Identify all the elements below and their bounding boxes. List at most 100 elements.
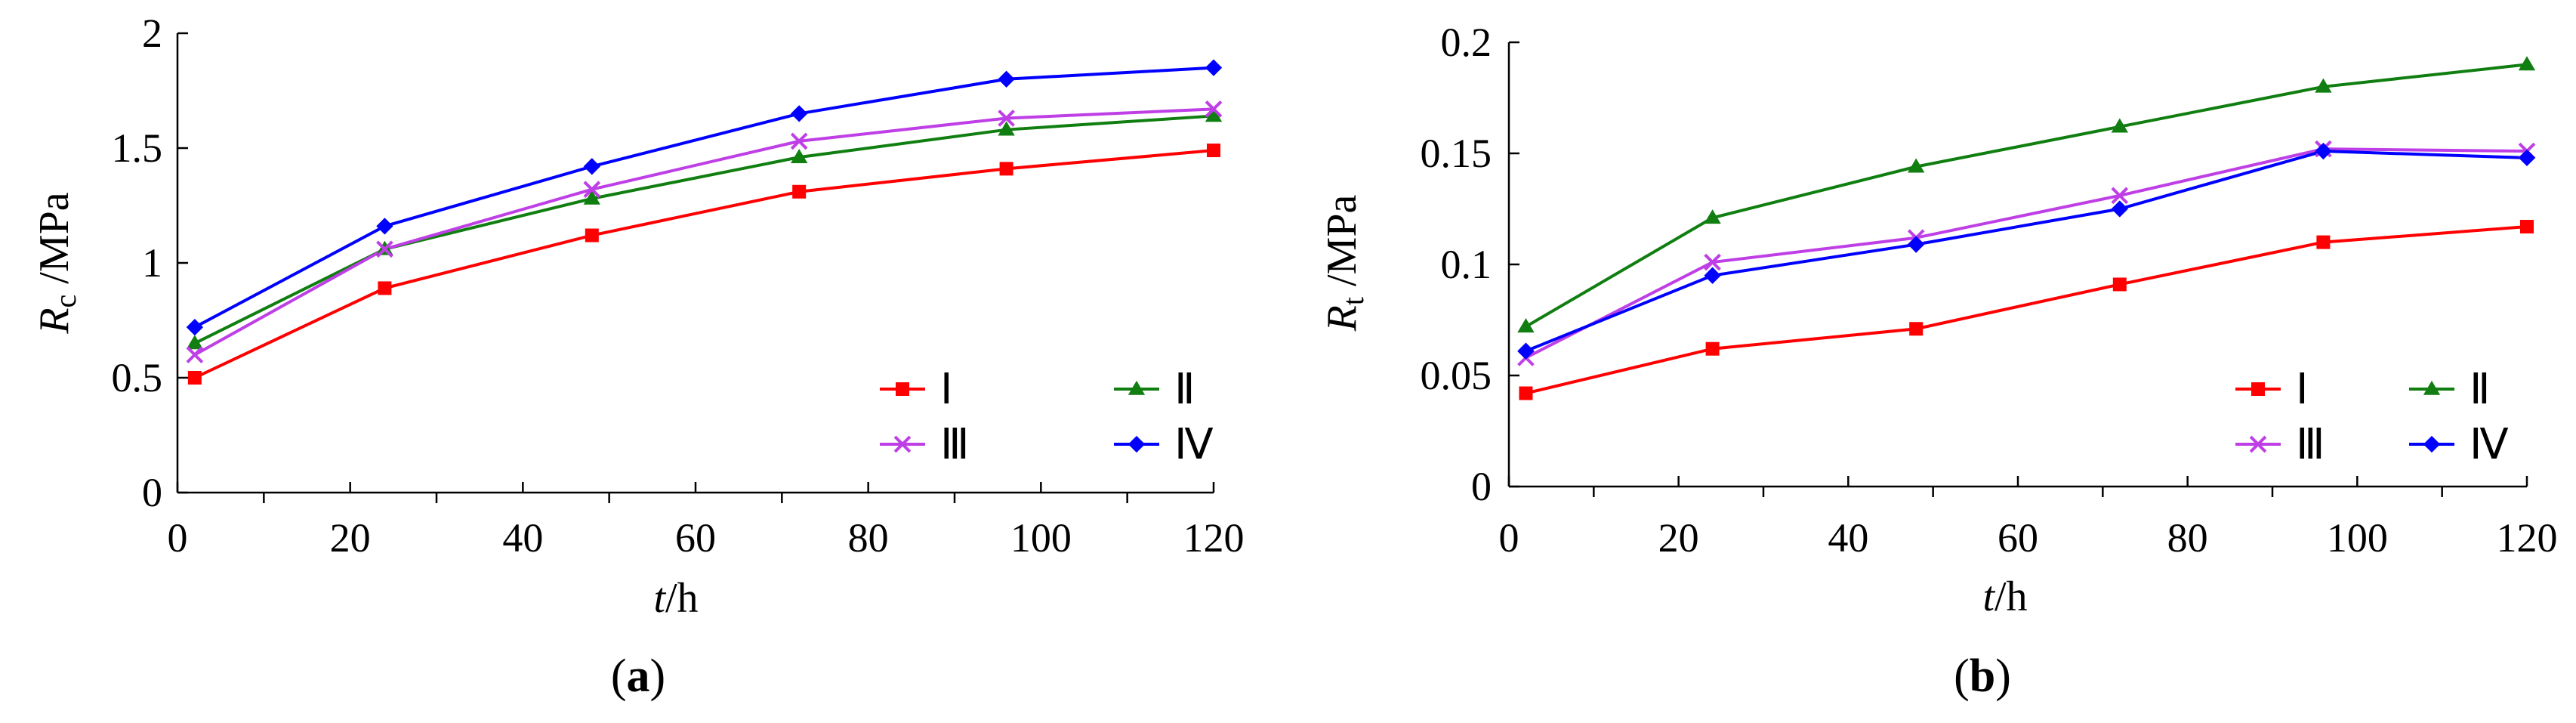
y-axis-title-variable: R (31, 307, 78, 334)
legend-marker-I (2251, 382, 2265, 396)
x-axis-title-variable: t (653, 575, 666, 622)
x-axis-title: t/h (1982, 573, 2027, 620)
legend-item-IV: Ⅳ (2409, 422, 2509, 468)
legend-marker-IV (1128, 435, 1146, 453)
y-tick-label: 2 (142, 11, 162, 56)
data-point-IV (186, 318, 204, 336)
data-point-IV (791, 105, 808, 122)
data-point-I (1909, 322, 1924, 336)
legend-label-II: Ⅱ (2470, 366, 2491, 413)
data-point-IV (376, 218, 393, 235)
y-axis-title-variable: R (1319, 305, 1365, 332)
data-point-III (1704, 253, 1721, 271)
y-axis-title-subscript: t (1336, 297, 1370, 305)
chart-panel-a: 0 20 40 60 80 100 120 0 0.5 1 1.5 2 t/h Rc /MPa Ⅰ Ⅱ Ⅲ Ⅳ (a… (31, 11, 1245, 702)
data-point-I (2316, 235, 2331, 249)
panel-label: (a) (611, 650, 665, 702)
data-point-I (999, 162, 1013, 176)
x-tick-label: 40 (502, 515, 543, 561)
data-point-III (2111, 187, 2129, 205)
legend-item-I: Ⅰ (880, 366, 953, 413)
data-point-I (187, 371, 202, 385)
y-tick-label: 0.05 (1421, 353, 1492, 398)
data-point-II (1517, 318, 1535, 333)
x-tick-label: 80 (848, 515, 889, 561)
legend-label-IV: Ⅳ (2470, 422, 2509, 468)
y-tick-label: 0.15 (1421, 131, 1492, 176)
x-tick-label: 60 (675, 515, 716, 561)
legend-marker-IV (2423, 435, 2441, 453)
panel-label-letter: b (1970, 650, 1995, 702)
y-tick-label: 1 (142, 240, 162, 286)
data-point-III (998, 110, 1015, 127)
data-point-IV (1205, 59, 1223, 76)
series-line-III (193, 107, 1214, 357)
y-axis-title-subscript: c (48, 295, 82, 308)
x-axis-title-unit: /h (665, 575, 699, 622)
data-point-I (378, 281, 392, 295)
x-tick-label: 0 (1499, 515, 1519, 561)
data-point-II (998, 121, 1015, 136)
series-line-IV (1525, 150, 2528, 353)
x-tick-label: 100 (2327, 515, 2388, 561)
y-tick-label: 0.1 (1441, 242, 1492, 287)
data-point-I (2112, 277, 2127, 292)
x-tick-label: 120 (1183, 515, 1245, 561)
data-point-II (791, 149, 808, 163)
data-point-I (2520, 220, 2534, 234)
legend-label-III: Ⅲ (940, 422, 970, 468)
data-point-III (790, 132, 808, 150)
data-point-I (1519, 386, 1533, 400)
data-point-III (186, 346, 204, 363)
data-point-III (376, 240, 393, 258)
data-point-I (1705, 341, 1720, 356)
x-axis-title: t/h (653, 575, 698, 622)
data-point-I (585, 228, 599, 243)
x-axis-title-variable: t (1982, 573, 1995, 620)
x-tick-label: 20 (1658, 515, 1699, 561)
data-point-IV (1908, 236, 1925, 253)
legend-marker-III (893, 435, 912, 453)
series-line-I (1526, 225, 2528, 395)
series-line-III (1525, 147, 2528, 360)
legend-label-III: Ⅲ (2296, 422, 2325, 468)
x-tick-label: 60 (1998, 515, 2038, 561)
legend-label-II: Ⅱ (1174, 366, 1195, 413)
x-axis-title-unit: /h (1994, 573, 2028, 620)
data-point-I (1207, 144, 1220, 158)
y-axis-title: Rt /MPa (1319, 195, 1370, 332)
x-tick-label: 80 (2167, 515, 2208, 561)
data-point-II (186, 335, 204, 350)
series-line-II (193, 114, 1214, 345)
data-point-II (2111, 118, 2128, 133)
y-axis-title-unit: /MPa (31, 192, 78, 294)
y-tick-label: 1.5 (112, 125, 163, 171)
y-tick-label: 0.5 (112, 355, 163, 400)
legend-item-III: Ⅲ (2235, 422, 2325, 468)
data-point-IV (2111, 200, 2128, 218)
legend-item-II: Ⅱ (1114, 366, 1195, 413)
y-axis-title: Rc /MPa (31, 192, 82, 334)
legend-marker-II (1128, 380, 1146, 395)
legend-marker-I (896, 382, 909, 396)
data-point-II (2518, 56, 2536, 71)
legend-marker-II (2423, 380, 2441, 395)
data-point-II (2315, 78, 2332, 93)
data-point-IV (2315, 142, 2332, 160)
legend-item-IV: Ⅳ (1114, 422, 1214, 468)
data-point-III (1205, 100, 1223, 118)
data-point-I (792, 184, 807, 199)
chart-panel-b: 0 20 40 60 80 100 120 0 0.05 0.1 0.15 0.2 t/h Rt /MPa… (1319, 20, 2558, 702)
legend-label-IV: Ⅳ (1174, 422, 1214, 468)
legend-label-I: Ⅰ (2296, 366, 2309, 413)
data-point-II (1704, 209, 1721, 224)
legend-label-I: Ⅰ (940, 366, 953, 413)
legend: Ⅰ Ⅱ Ⅲ Ⅳ (2235, 366, 2509, 468)
data-point-III (583, 181, 601, 199)
data-point-II (1205, 107, 1223, 122)
panel-label: (b) (1954, 650, 2011, 702)
y-axis-title-unit: /MPa (1319, 195, 1365, 297)
data-point-IV (583, 158, 600, 175)
legend: Ⅰ Ⅱ Ⅲ Ⅳ (880, 366, 1214, 468)
